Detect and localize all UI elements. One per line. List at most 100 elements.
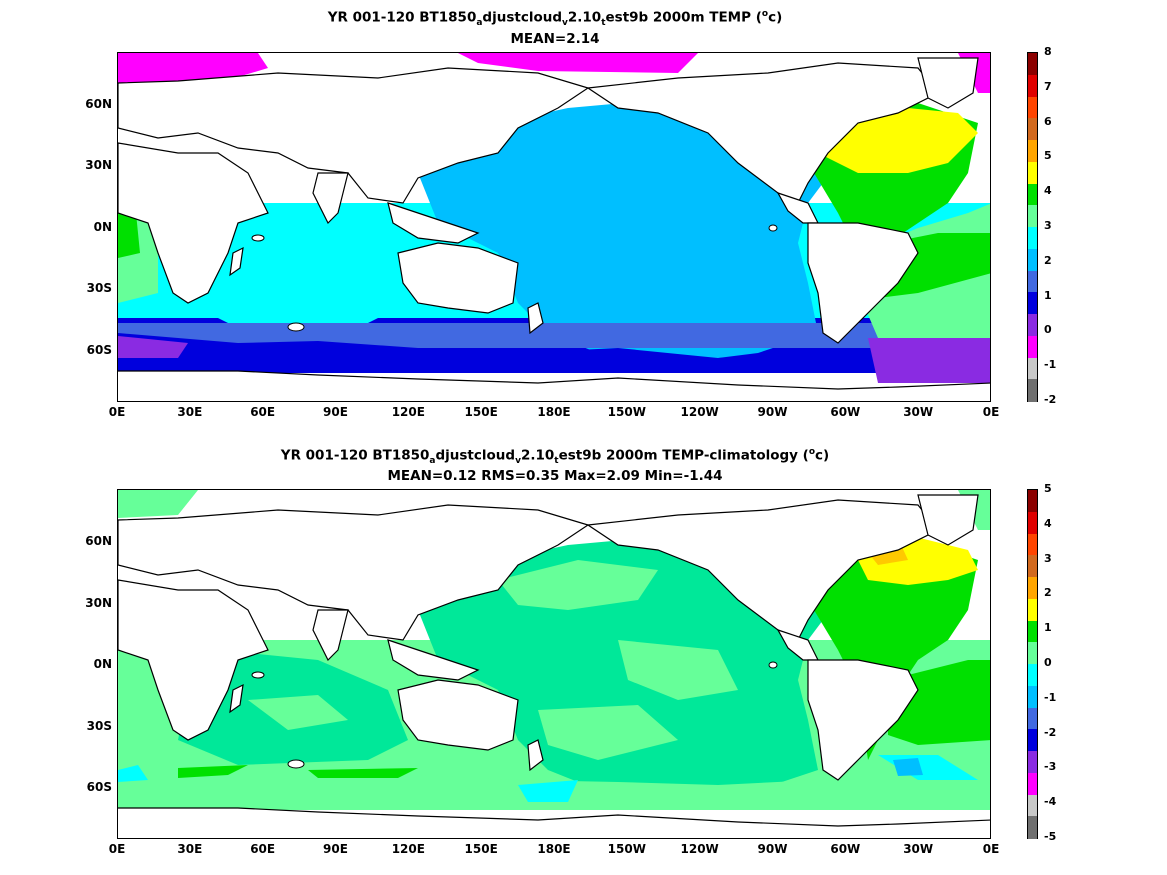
colorbar-segment [1028, 511, 1037, 534]
panel2-lon-label: 120W [680, 842, 719, 856]
colorbar-label: -3 [1044, 760, 1057, 774]
colorbar-label: 8 [1044, 45, 1052, 58]
panel1-title: YR 001-120 BT1850adjustcloudv2.10test9b … [327, 9, 783, 29]
colorbar-segment [1028, 490, 1037, 513]
colorbar-segment [1028, 140, 1037, 163]
panel2-lat-label: 0N [93, 657, 112, 671]
colorbar-label: 5 [1044, 149, 1052, 163]
colorbar-label: -2 [1044, 393, 1057, 406]
panel2-lon-label: 120E [391, 842, 425, 856]
panel1-lon-label: 30E [177, 405, 203, 419]
panel2-subtitle: MEAN=0.12 RMS=0.35 Max=2.09 Min=-1.44 [387, 468, 723, 484]
panel1-map [117, 52, 991, 402]
colorbar-label: 0 [1044, 656, 1052, 669]
panel2-lon-label: 150E [464, 842, 498, 856]
colorbar-label: -5 [1044, 830, 1057, 843]
colorbar-label: -1 [1044, 690, 1057, 704]
colorbar-label: 5 [1044, 482, 1052, 495]
colorbar-label: 2 [1044, 253, 1052, 267]
colorbar-label: 4 [1044, 516, 1052, 530]
panel1-lon-label: 30W [903, 405, 934, 419]
panel1-lon-label: 180E [537, 405, 571, 419]
panel1-lon-label: 90W [757, 405, 788, 419]
colorbar-segment [1028, 270, 1037, 293]
colorbar-segment [1028, 248, 1037, 271]
panel1-map-svg [118, 53, 990, 401]
colorbar-segment [1028, 729, 1037, 752]
colorbar-segment [1028, 227, 1037, 250]
panel1-lon-label: 0E [982, 405, 1000, 419]
colorbar-label: 7 [1044, 79, 1052, 93]
colorbar-label: -1 [1044, 358, 1057, 372]
colorbar-segment [1028, 379, 1037, 402]
colorbar-label: 1 [1044, 288, 1052, 302]
colorbar-segment [1028, 118, 1037, 141]
panel1-lon-label: 150W [607, 405, 646, 419]
colorbar-segment [1028, 96, 1037, 119]
colorbar-segment [1028, 707, 1037, 730]
colorbar-segment [1028, 664, 1037, 687]
panel2-lon-label: 180E [537, 842, 571, 856]
panel2-map-svg [118, 490, 990, 838]
panel1-colorbar [1027, 52, 1038, 402]
colorbar-label: 3 [1044, 551, 1052, 565]
colorbar-segment [1028, 577, 1037, 600]
panel2-title: YR 001-120 BT1850adjustcloudv2.10test9b … [280, 447, 830, 467]
panel2-lon-label: 150W [607, 842, 646, 856]
colorbar-segment [1028, 816, 1037, 839]
colorbar-segment [1028, 794, 1037, 817]
colorbar-segment [1028, 555, 1037, 578]
colorbar-segment [1028, 205, 1037, 228]
colorbar-label: 6 [1044, 114, 1052, 128]
panel1-lon-label: 60W [830, 405, 861, 419]
panel1-lon-label: 60E [250, 405, 276, 419]
panel2-lon-label: 90E [323, 842, 348, 856]
panel1-lon-label: 120E [391, 405, 425, 419]
colorbar-label: 2 [1044, 586, 1052, 600]
colorbar-segment [1028, 620, 1037, 643]
panel2-colorbar [1027, 489, 1038, 839]
colorbar-segment [1028, 183, 1037, 206]
panel1-lon-label: 150E [464, 405, 498, 419]
panel2-map [117, 489, 991, 839]
panel1-lat-label: 30N [85, 158, 112, 172]
panel2-lon-label: 60W [830, 842, 861, 856]
panel1-lat-label: 60N [85, 97, 112, 111]
panel2-lat-label: 30S [86, 719, 112, 733]
panel2-lon-label: 90W [757, 842, 788, 856]
colorbar-segment [1028, 53, 1037, 76]
colorbar-label: 3 [1044, 219, 1052, 232]
colorbar-segment [1028, 74, 1037, 97]
panel2-lon-label: 30W [903, 842, 934, 856]
colorbar-segment [1028, 314, 1037, 337]
colorbar-segment [1028, 161, 1037, 184]
colorbar-label: 0 [1044, 323, 1052, 337]
panel2-lon-label: 0E [108, 842, 126, 856]
colorbar-label: -4 [1044, 795, 1057, 809]
colorbar-label: -2 [1044, 725, 1057, 739]
colorbar-segment [1028, 598, 1037, 621]
panel1-subtitle: MEAN=2.14 [510, 31, 600, 47]
colorbar-label: 4 [1044, 184, 1052, 198]
colorbar-segment [1028, 772, 1037, 795]
panel2-lat-label: 30N [85, 596, 112, 610]
colorbar-segment [1028, 642, 1037, 665]
colorbar-segment [1028, 533, 1037, 556]
colorbar-segment [1028, 335, 1037, 358]
colorbar-segment [1028, 685, 1037, 708]
panel1-lon-label: 0E [108, 405, 126, 419]
colorbar-segment [1028, 292, 1037, 315]
panel2-lat-label: 60S [86, 780, 112, 794]
panel2-lon-label: 0E [982, 842, 1000, 856]
colorbar-segment [1028, 751, 1037, 774]
panel1-lat-label: 60S [86, 343, 112, 357]
panel1-lon-label: 120W [680, 405, 719, 419]
colorbar-segment [1028, 357, 1037, 380]
panel1-lon-label: 90E [323, 405, 348, 419]
panel2-lon-label: 60E [250, 842, 276, 856]
colorbar-label: 1 [1044, 621, 1052, 635]
panel1-lat-label: 30S [86, 281, 112, 295]
panel2-lat-label: 60N [85, 534, 112, 548]
panel2-lon-label: 30E [177, 842, 203, 856]
panel1-lat-label: 0N [93, 220, 112, 234]
